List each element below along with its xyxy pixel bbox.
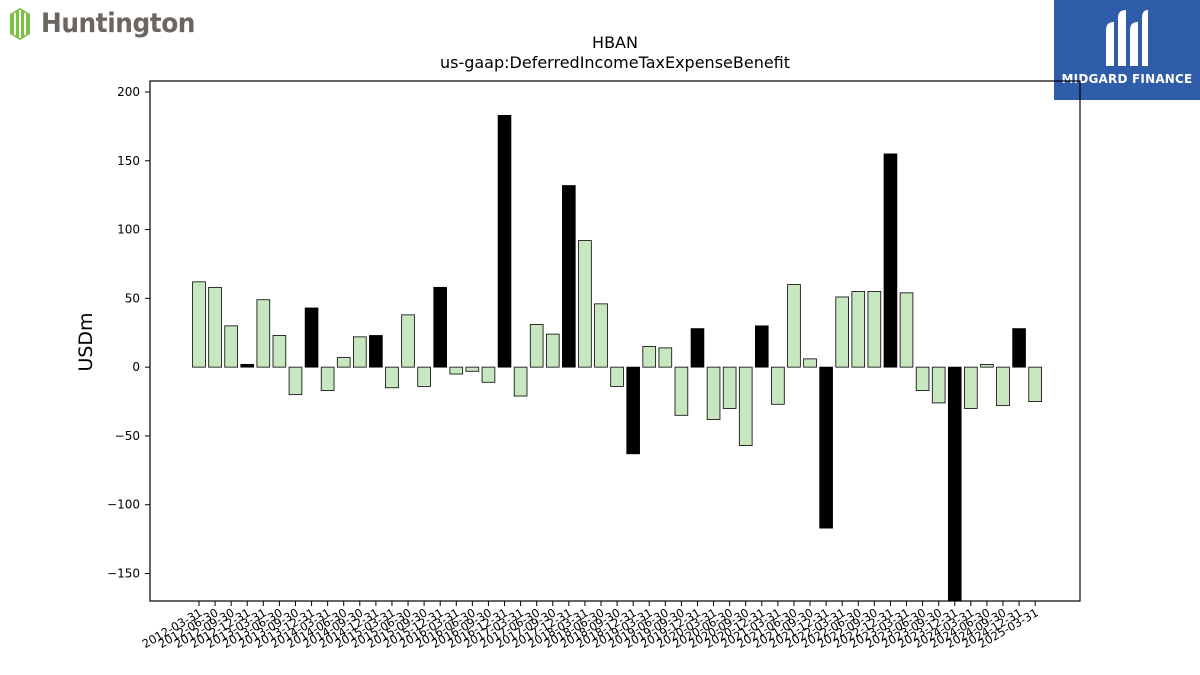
bar-2023-06-30 bbox=[915, 366, 930, 391]
bar-2021-09-30 bbox=[803, 358, 817, 368]
bar-2017-03-31 bbox=[513, 366, 528, 397]
midgard-logo-text: MIDGARD FINANCE bbox=[1061, 72, 1193, 86]
bar-2012-06-30 bbox=[208, 286, 222, 368]
bar-2020-09-30 bbox=[738, 366, 753, 446]
huntington-logo: Huntington bbox=[4, 4, 208, 42]
bar-2012-12-31 bbox=[240, 363, 255, 368]
bar-2023-09-30 bbox=[931, 366, 946, 404]
bar-2012-09-30 bbox=[224, 325, 238, 368]
bar-2019-06-30 bbox=[658, 347, 673, 368]
bar-2023-03-31 bbox=[899, 292, 914, 368]
bar-2013-06-30 bbox=[272, 335, 287, 368]
bar-2024-12-31 bbox=[1012, 328, 1026, 368]
bar-2014-09-30 bbox=[352, 336, 367, 368]
bar-2024-09-30 bbox=[996, 366, 1010, 407]
bar-2022-03-31 bbox=[835, 296, 849, 368]
bar-2013-03-31 bbox=[256, 299, 271, 368]
bar-2014-12-31 bbox=[369, 335, 383, 368]
bar-2018-03-31 bbox=[578, 240, 592, 368]
bar-2013-09-30 bbox=[288, 366, 303, 396]
y-tick-label: −150 bbox=[107, 566, 140, 580]
bar-2015-09-30 bbox=[417, 366, 431, 387]
midgard-finance-logo: MIDGARD FINANCE bbox=[1054, 0, 1200, 100]
chart-title: HBAN bbox=[592, 33, 638, 52]
plot-frame bbox=[149, 80, 1081, 602]
midgard-mark-icon bbox=[1106, 10, 1148, 66]
y-tick-label: 0 bbox=[132, 360, 140, 374]
bar-2016-12-31 bbox=[497, 114, 512, 368]
bar-2019-03-31 bbox=[642, 346, 657, 368]
bar-2015-03-31 bbox=[385, 366, 399, 389]
huntington-logo-text: Huntington bbox=[41, 7, 196, 39]
bar-2022-06-30 bbox=[851, 291, 866, 368]
bar-2016-09-30 bbox=[481, 366, 496, 383]
bar-2018-06-30 bbox=[594, 303, 608, 368]
x-axis: 2012-03-312012-06-302012-09-302012-12-31… bbox=[140, 601, 1041, 651]
bar-2015-12-31 bbox=[433, 286, 447, 368]
y-axis: −150 −100 −50 0 50 100 150 200 bbox=[107, 85, 150, 580]
bar-2018-12-31 bbox=[626, 366, 640, 455]
bar-2014-03-31 bbox=[320, 366, 335, 391]
bar-2022-09-30 bbox=[867, 291, 882, 368]
bar-2015-06-30 bbox=[401, 314, 415, 368]
huntington-mark-icon bbox=[10, 8, 30, 40]
bar-2020-06-30 bbox=[722, 366, 737, 409]
chart-subtitle: us-gaap:DeferredIncomeTaxExpenseBenefit bbox=[440, 53, 790, 72]
bar-2019-09-30 bbox=[674, 366, 689, 416]
bar-2023-12-31 bbox=[947, 366, 962, 602]
bar-2016-03-31 bbox=[449, 366, 464, 375]
bar-2017-06-30 bbox=[529, 324, 544, 368]
y-tick-label: 50 bbox=[125, 291, 140, 305]
bar-2019-12-31 bbox=[690, 328, 705, 368]
bar-2022-12-31 bbox=[883, 153, 898, 368]
bar-2021-12-31 bbox=[819, 366, 833, 529]
bar-2025-03-31 bbox=[1028, 366, 1042, 402]
y-axis-label: USDm bbox=[75, 312, 97, 371]
bar-2017-09-30 bbox=[545, 333, 560, 368]
bar-2020-03-31 bbox=[706, 366, 721, 420]
bar-2024-06-30 bbox=[980, 363, 994, 368]
y-tick-label: 200 bbox=[117, 85, 140, 99]
bar-2016-06-30 bbox=[465, 366, 480, 372]
bar-series bbox=[192, 114, 1042, 602]
y-tick-label: 150 bbox=[117, 154, 140, 168]
y-tick-label: −100 bbox=[107, 498, 140, 512]
bar-2013-12-31 bbox=[304, 307, 319, 368]
y-tick-label: 100 bbox=[117, 223, 140, 237]
bar-2021-03-31 bbox=[771, 366, 785, 405]
bar-2024-03-31 bbox=[964, 366, 978, 409]
bar-2021-06-30 bbox=[787, 284, 801, 368]
bar-2012-03-31 bbox=[192, 281, 206, 368]
bar-2018-09-30 bbox=[610, 366, 624, 387]
bar-2017-12-31 bbox=[562, 185, 576, 368]
y-tick-label: −50 bbox=[115, 429, 140, 443]
bar-2020-12-31 bbox=[755, 325, 769, 368]
bar-2014-06-30 bbox=[336, 357, 351, 368]
